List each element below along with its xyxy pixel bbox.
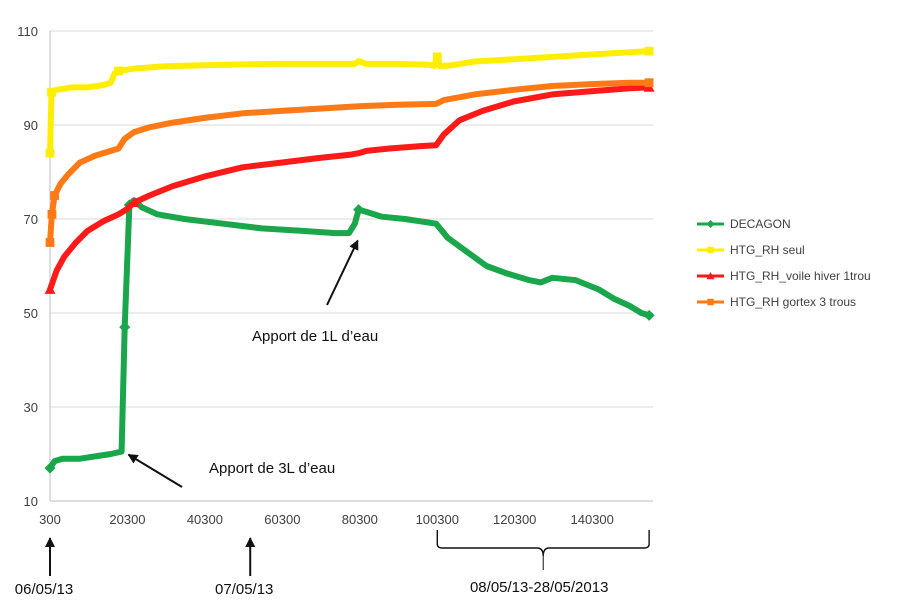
date-labels: 06/05/13 07/05/13 08/05/13-28/05/2013 (15, 530, 650, 598)
legend-label: HTG_RH seul (730, 243, 805, 257)
legend-marker (707, 298, 714, 306)
data-point-marker (44, 284, 56, 294)
data-point-marker (44, 462, 56, 474)
data-point-marker (643, 309, 655, 321)
legend-marker (706, 272, 715, 280)
date-label: 07/05/13 (215, 581, 273, 598)
legend-marker (707, 246, 714, 254)
data-point-marker (47, 87, 56, 97)
annotation-arrow (127, 453, 183, 488)
series-line (47, 197, 653, 472)
y-tick-label: 70 (24, 212, 38, 227)
x-tick-label: 300 (39, 512, 61, 527)
series-line (47, 84, 653, 293)
data-point-marker (432, 52, 442, 62)
series-line (47, 79, 653, 246)
x-tick-label: 80300 (342, 512, 378, 527)
data-point-marker (353, 204, 365, 216)
data-point-marker (45, 148, 55, 158)
y-tick-label: 50 (24, 306, 38, 321)
y-tick-label: 10 (24, 494, 38, 509)
gridlines (50, 30, 653, 502)
x-tick-label: 120300 (493, 512, 536, 527)
x-tick-label: 40300 (187, 512, 223, 527)
date-range-brace (436, 530, 650, 557)
data-point-marker (114, 66, 123, 76)
y-tick-label: 110 (17, 24, 38, 39)
annotations: Apport de 3L d’eau Apport de 1L d’eau (127, 239, 378, 488)
data-point-marker (50, 191, 60, 200)
data-point-marker (128, 197, 140, 207)
x-tick-label: 140300 (571, 512, 614, 527)
annotation-label: Apport de 1L d’eau (252, 328, 378, 345)
series-group (44, 46, 655, 474)
series-3 (44, 81, 655, 294)
date-label: 06/05/13 (15, 581, 73, 598)
data-point-marker (644, 78, 654, 88)
annotation-label: Apport de 3L d’eau (209, 460, 335, 477)
data-point-marker (119, 321, 131, 333)
series-line (47, 48, 653, 157)
axes (49, 31, 653, 502)
date-label: 08/05/13-28/05/2013 (470, 579, 608, 596)
x-tick-label: 100300 (416, 512, 459, 527)
legend-label: HTG_RH_voile hiver 1trou (730, 269, 871, 283)
y-tick-label: 90 (24, 118, 38, 133)
legend-marker (706, 220, 715, 228)
data-point-marker (47, 209, 57, 219)
annotation-arrow (326, 239, 359, 306)
y-tick-label: 30 (24, 400, 38, 415)
x-tick-label: 60300 (264, 512, 300, 527)
legend-label: HTG_RH gortex 3 trous (730, 295, 856, 309)
series-4 (45, 78, 654, 247)
data-point-marker (45, 238, 55, 247)
series-2 (45, 46, 654, 158)
data-point-marker (644, 46, 654, 56)
legend-label: DECAGON (730, 217, 791, 231)
legend: DECAGON HTG_RH seul HTG_RH_voile hiver 1tr… (697, 217, 871, 309)
x-tick-label: 20300 (109, 512, 145, 527)
tick-labels: 10 30 50 70 90 110 300 20300 40300 60300 80300 1003… (17, 24, 614, 527)
